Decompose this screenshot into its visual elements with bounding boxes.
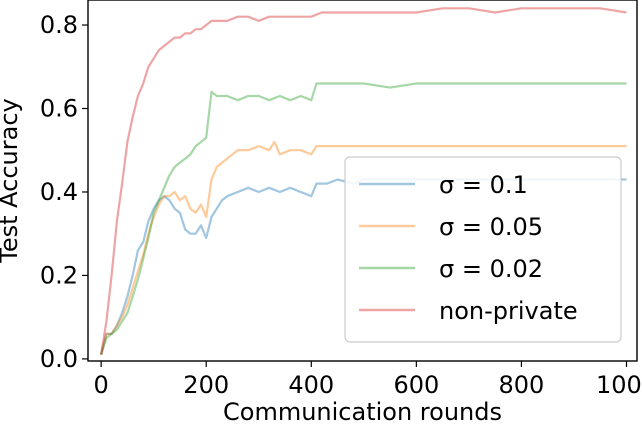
y-tick-label: 0.0 <box>40 345 78 373</box>
legend-label: σ = 0.05 <box>439 213 543 241</box>
x-tick-label: 600 <box>393 371 439 399</box>
x-tick-label: 0 <box>93 371 108 399</box>
series-line-2 <box>100 82 627 356</box>
series-line-3 <box>100 7 627 355</box>
x-tick-label: 800 <box>499 371 545 399</box>
x-tick-label: 200 <box>183 371 229 399</box>
legend-label: non-private <box>439 297 578 325</box>
series-line-1 <box>100 140 627 355</box>
legend-label: σ = 0.1 <box>439 171 528 199</box>
y-tick-label: 0.4 <box>40 178 78 206</box>
y-axis: 0.0 0.2 0.4 0.6 0.8 <box>40 11 88 373</box>
y-tick-label: 0.2 <box>40 261 78 289</box>
x-axis-label: Communication rounds <box>223 398 502 425</box>
y-tick-label: 0.6 <box>40 95 78 123</box>
y-tick-label: 0.8 <box>40 11 78 39</box>
y-axis-label: Test Accuracy <box>0 98 23 263</box>
legend-box <box>344 156 622 343</box>
legend: σ = 0.1 σ = 0.05 σ = 0.02 non-private <box>344 156 622 343</box>
plot-frame <box>87 0 638 362</box>
legend-label: σ = 0.02 <box>439 255 543 283</box>
x-tick-label: 400 <box>288 371 334 399</box>
